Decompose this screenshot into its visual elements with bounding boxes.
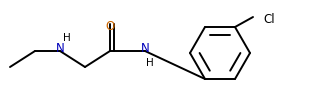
Text: Cl: Cl <box>263 13 274 25</box>
Text: H: H <box>63 33 71 43</box>
Text: O: O <box>105 19 115 33</box>
Text: N: N <box>56 42 64 54</box>
Text: N: N <box>141 42 149 54</box>
Text: H: H <box>146 58 154 68</box>
